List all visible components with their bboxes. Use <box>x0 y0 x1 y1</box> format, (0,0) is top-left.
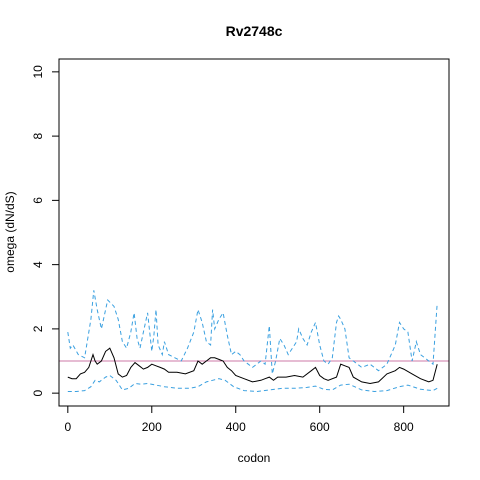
y-tick-label: 6 <box>31 197 45 204</box>
y-axis-label: omega (dN/dS) <box>3 191 17 272</box>
x-axis: 0 200 400 600 800 <box>64 405 414 434</box>
y-axis: 0 2 4 6 8 10 <box>31 65 60 396</box>
x-tick-label: 600 <box>310 420 330 434</box>
series-line-estimate <box>67 347 438 385</box>
x-tick-label: 800 <box>394 420 414 434</box>
x-axis-label: codon <box>238 451 271 465</box>
x-tick-label: 200 <box>142 420 162 434</box>
chart-title: Rv2748c <box>226 23 283 39</box>
y-tick-label: 4 <box>31 261 45 268</box>
series-line-upper <box>67 290 438 375</box>
plot-frame <box>58 58 450 407</box>
y-tick-label: 2 <box>31 325 45 332</box>
y-tick-label: 10 <box>31 65 45 79</box>
x-tick-label: 0 <box>64 420 71 434</box>
x-tick-label: 400 <box>226 420 246 434</box>
y-tick-label: 8 <box>31 132 45 139</box>
data-layer <box>59 290 449 393</box>
series-line-lower <box>67 374 438 393</box>
y-tick-label: 0 <box>31 389 45 396</box>
